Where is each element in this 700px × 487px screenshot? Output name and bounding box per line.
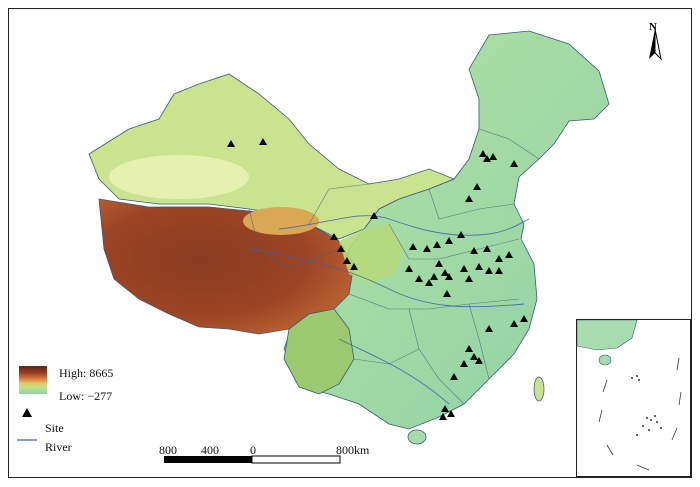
legend-low-label: Low: −277	[59, 389, 113, 403]
site-marker	[435, 260, 443, 267]
north-label: N	[649, 21, 657, 33]
site-marker	[441, 405, 449, 412]
rivers	[248, 215, 530, 405]
inset-map	[577, 320, 682, 471]
southwest-hills	[283, 308, 355, 395]
scale-label-400: 400	[201, 443, 219, 457]
site-marker	[470, 247, 478, 254]
site-marker	[227, 140, 235, 147]
scale-bar	[164, 455, 341, 464]
site-marker	[475, 357, 483, 364]
site-marker	[505, 251, 513, 258]
site-marker	[445, 237, 453, 244]
site-marker	[370, 212, 378, 219]
site-marker	[433, 241, 441, 248]
north-arrow-icon	[649, 28, 662, 61]
site-marker	[470, 353, 478, 360]
site-marker	[430, 273, 438, 280]
site-marker	[510, 160, 518, 167]
site-marker	[259, 138, 267, 145]
tarim-basin	[109, 155, 249, 199]
legend-site-icon	[22, 408, 32, 417]
site-marker	[350, 263, 358, 270]
scale-label-0: 0	[250, 443, 256, 457]
scale-label-800km: 800km	[336, 443, 370, 457]
site-marker	[495, 255, 503, 262]
site-marker	[457, 231, 465, 238]
site-marker	[475, 263, 483, 270]
site-marker	[483, 155, 491, 162]
taiwan-island	[533, 376, 545, 402]
site-marker	[337, 245, 345, 252]
site-marker	[489, 153, 497, 160]
legend-river-label: River	[45, 440, 72, 454]
site-marker	[485, 325, 493, 332]
province-borders	[248, 128, 540, 405]
map-frame: N High: 8665 Low: −277 Site River 800 40…	[8, 8, 692, 478]
scale-label-800: 800	[159, 443, 177, 457]
site-marker	[425, 279, 433, 286]
site-marker	[473, 183, 481, 190]
site-marker	[465, 345, 473, 352]
site-marker	[495, 267, 503, 274]
site-markers	[227, 138, 528, 420]
site-marker	[483, 245, 491, 252]
site-marker	[485, 267, 493, 274]
site-marker	[443, 290, 451, 297]
site-marker	[510, 320, 518, 327]
site-marker	[405, 265, 413, 272]
site-marker	[447, 410, 455, 417]
site-marker	[479, 150, 487, 157]
site-marker	[465, 195, 473, 202]
site-marker	[460, 265, 468, 272]
elevation-map	[17, 28, 662, 464]
south-china-sea-inset	[576, 319, 691, 477]
qaidam-basin	[243, 207, 319, 235]
site-marker	[330, 233, 338, 240]
site-marker	[409, 243, 417, 250]
site-marker	[441, 269, 449, 276]
site-marker	[465, 275, 473, 282]
site-marker	[343, 257, 351, 264]
site-marker	[460, 360, 468, 367]
site-marker	[415, 275, 423, 282]
elevation-legend-bar	[19, 366, 47, 394]
legend-site-label: Site	[45, 421, 64, 435]
site-marker	[520, 315, 528, 322]
site-marker	[439, 413, 447, 420]
legend-high-label: High: 8665	[59, 366, 114, 380]
site-marker	[450, 373, 458, 380]
site-marker	[445, 273, 453, 280]
site-marker	[423, 245, 431, 252]
hainan-island	[407, 429, 427, 445]
